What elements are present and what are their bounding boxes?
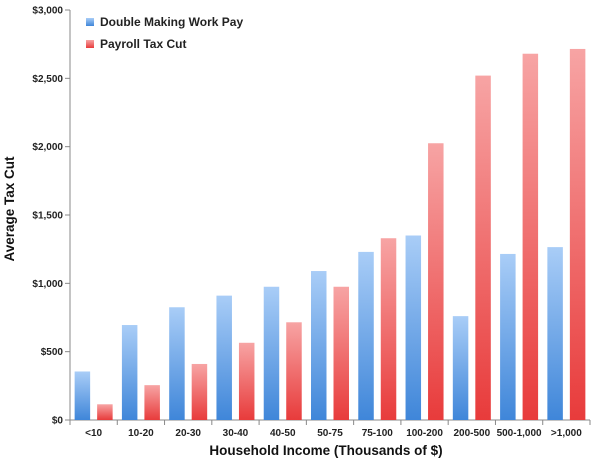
bar-double-making-work-pay: [547, 247, 563, 420]
bar-double-making-work-pay: [74, 371, 91, 420]
bar-double-making-work-pay: [358, 251, 374, 420]
bars: [74, 48, 586, 420]
x-tick-label: 50-75: [317, 428, 343, 439]
y-axis-title: Average Tax Cut: [2, 156, 17, 262]
y-tick-label: $0: [52, 416, 64, 427]
x-tick-label: 500-1,000: [497, 428, 542, 439]
legend: Double Making Work Pay Payroll Tax Cut: [86, 15, 243, 51]
x-axis-title: Household Income (Thousands of $): [209, 443, 442, 458]
bar-double-making-work-pay: [169, 307, 185, 420]
x-tick-label: 40-50: [270, 428, 296, 439]
bar-payroll-tax-cut: [380, 238, 397, 420]
x-tick-label: 100-200: [406, 428, 443, 439]
bar-payroll-tax-cut: [569, 48, 586, 420]
bar-payroll-tax-cut: [286, 322, 302, 420]
legend-label: Double Making Work Pay: [100, 15, 243, 29]
y-tick-label: $3,000: [32, 6, 63, 17]
bar-payroll-tax-cut: [97, 404, 113, 420]
bar-payroll-tax-cut: [191, 363, 208, 420]
x-tick-label: >1,000: [551, 428, 582, 439]
y-tick-label: $500: [41, 347, 64, 358]
bar-payroll-tax-cut: [428, 143, 444, 420]
bar-payroll-tax-cut: [333, 286, 349, 420]
bar-double-making-work-pay: [216, 295, 232, 420]
bar-double-making-work-pay: [500, 253, 516, 420]
y-tick-label: $1,000: [32, 279, 63, 290]
bar-double-making-work-pay: [405, 235, 422, 420]
x-tick-label: 30-40: [223, 428, 249, 439]
y-tick-label: $2,500: [32, 74, 63, 85]
bar-payroll-tax-cut: [238, 342, 255, 420]
x-tick-label: 200-500: [453, 428, 490, 439]
legend-swatch: [86, 40, 94, 48]
y-tick-label: $1,500: [32, 211, 63, 222]
bar-double-making-work-pay: [452, 316, 469, 420]
bar-payroll-tax-cut: [522, 53, 539, 420]
y-axis: $0 $500 $1,000 $1,500 $2,000 $2,500 $3,000: [32, 6, 71, 427]
x-tick-label: <10: [85, 428, 102, 439]
legend-swatch: [86, 18, 94, 26]
x-tick-label: 10-20: [128, 428, 154, 439]
x-axis: <10 10-20 20-30 30-40 40-50 50-75 75-100 100-20…: [69, 419, 591, 439]
bar-double-making-work-pay: [311, 271, 327, 420]
bar-double-making-work-pay: [121, 325, 138, 420]
bar-payroll-tax-cut: [475, 75, 491, 420]
legend-label: Payroll Tax Cut: [100, 37, 186, 51]
bar-payroll-tax-cut: [144, 385, 160, 420]
x-tick-label: 20-30: [175, 428, 201, 439]
bar-double-making-work-pay: [263, 286, 280, 420]
y-tick-label: $2,000: [32, 142, 63, 153]
x-tick-label: 75-100: [362, 428, 394, 439]
